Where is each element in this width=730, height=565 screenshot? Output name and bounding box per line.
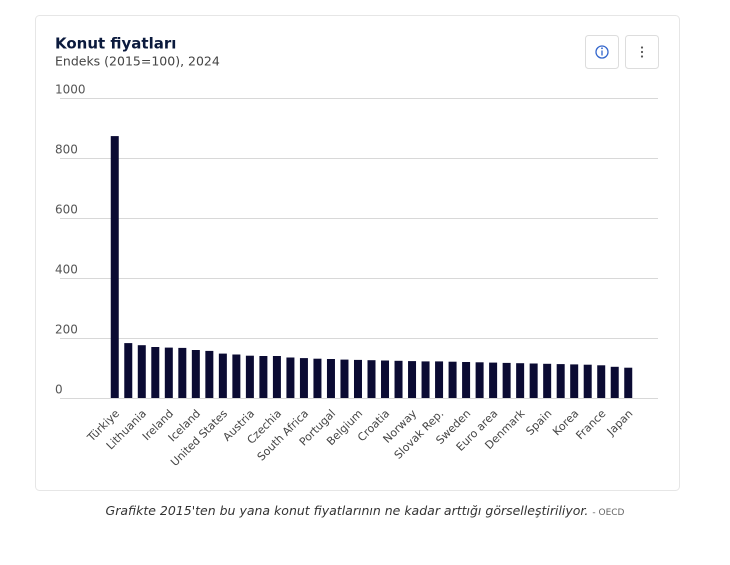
- bar: [475, 362, 484, 398]
- bar: [205, 350, 214, 398]
- bar: [570, 364, 579, 398]
- bar: [502, 362, 511, 398]
- bar: [624, 367, 633, 398]
- bar: [367, 360, 376, 398]
- bar: [516, 363, 525, 398]
- bar: [272, 356, 281, 398]
- bar: [178, 347, 187, 398]
- bar: [110, 136, 119, 398]
- bar: [408, 361, 417, 398]
- bar: [353, 359, 362, 398]
- caption-source: - OECD: [592, 508, 625, 518]
- info-button[interactable]: [585, 35, 619, 69]
- bar: [543, 363, 552, 398]
- bar: [313, 358, 322, 398]
- y-tick-label: 400: [55, 263, 78, 277]
- bar: [583, 364, 592, 398]
- y-tick-label: 1000: [55, 83, 86, 97]
- bar: [421, 361, 430, 398]
- bar: [340, 359, 349, 398]
- bar: [151, 347, 160, 398]
- y-tick-label: 200: [55, 323, 78, 337]
- bar: [610, 366, 619, 398]
- bar: [556, 364, 565, 398]
- bar: [489, 362, 498, 398]
- y-tick-label: 0: [55, 383, 63, 397]
- bar: [326, 359, 335, 398]
- bar: [529, 363, 538, 398]
- bar: [597, 365, 606, 398]
- bar: [381, 360, 390, 398]
- bar: [435, 361, 444, 398]
- bar: [232, 354, 241, 398]
- bar: [191, 350, 200, 398]
- bar: [462, 362, 471, 398]
- y-tick-label: 800: [55, 143, 78, 157]
- bar: [137, 345, 146, 398]
- bar: [286, 357, 295, 398]
- chart-subtitle: Endeks (2015=100), 2024: [55, 54, 220, 69]
- chart-title: Konut fiyatları: [55, 35, 176, 53]
- bar: [164, 347, 173, 398]
- caption: Grafikte 2015'ten bu yana konut fiyatlar…: [0, 503, 730, 518]
- bar: [124, 343, 133, 398]
- bar: [448, 361, 457, 398]
- bar: [259, 356, 268, 398]
- y-tick-label: 600: [55, 203, 78, 217]
- bar: [299, 358, 308, 398]
- bar: [394, 360, 403, 398]
- bar: [245, 355, 254, 398]
- menu-button[interactable]: [625, 35, 659, 69]
- bar: [218, 353, 227, 398]
- caption-text: Grafikte 2015'ten bu yana konut fiyatlar…: [105, 503, 589, 518]
